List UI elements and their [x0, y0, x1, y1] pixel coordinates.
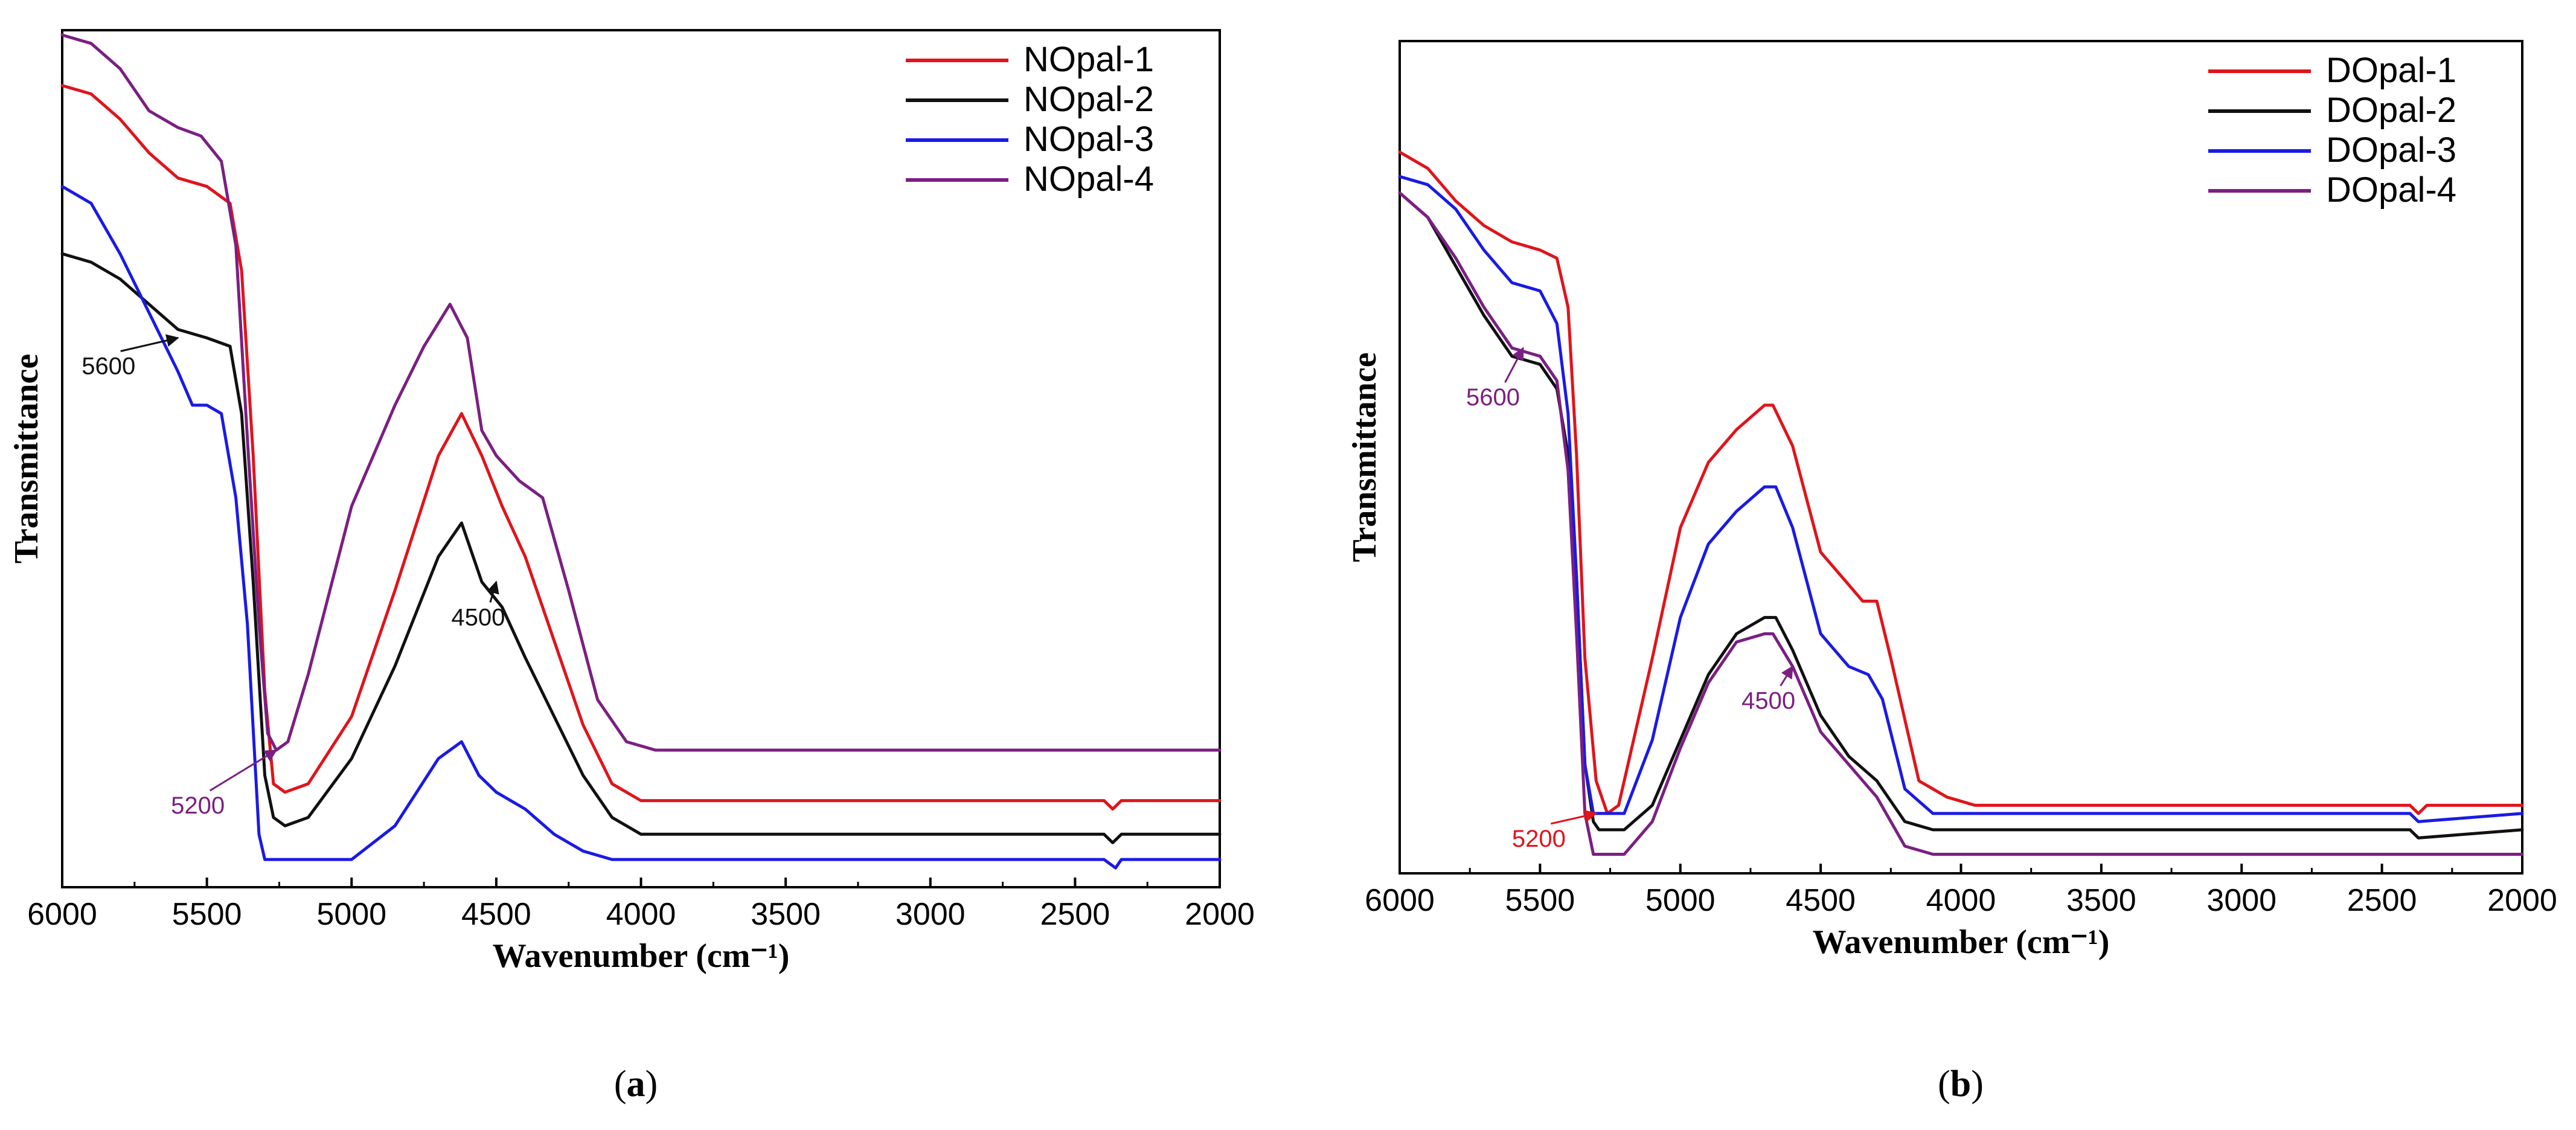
series-line-nopal-3	[60, 185, 1222, 870]
annotation-arrow	[120, 334, 179, 352]
series-line-nopal-2	[60, 252, 1222, 844]
x-tick-label: 2500	[2347, 883, 2417, 918]
annotation-label: 5600	[82, 353, 135, 379]
series-line-dopal-1	[1398, 150, 2524, 815]
x-axis-title: Wavenumber (cm⁻¹)	[1813, 923, 2110, 961]
x-tick-label: 4000	[1926, 883, 1996, 918]
annotation-arrow	[1550, 809, 1598, 825]
panel-caption: (b)	[1938, 1064, 1984, 1105]
x-tick-label: 5500	[172, 897, 242, 932]
series-line-nopal-1	[60, 84, 1222, 811]
legend-label: NOpal-2	[1024, 80, 1154, 119]
annotation-label: 4500	[1741, 688, 1795, 714]
x-tick-label: 6000	[1365, 883, 1435, 918]
annotation-label: 4500	[451, 604, 505, 631]
x-tick-label: 5000	[1645, 883, 1716, 918]
x-tick-label: 5500	[1505, 883, 1575, 918]
annotation-arrow	[1504, 347, 1524, 383]
x-tick-label: 3000	[896, 897, 966, 932]
x-tick-label: 2500	[1040, 897, 1110, 932]
legend-label: DOpal-3	[2326, 130, 2456, 170]
chart-panel-a: 6000 5500 5000 4500 4000 3500 3000 2500 2000 Wave…	[8, 29, 1255, 1105]
x-tick-label: 6000	[27, 897, 97, 932]
x-tick-label: 3000	[2206, 883, 2276, 918]
x-tick-label: 3500	[751, 897, 821, 932]
x-tick-label: 3500	[2066, 883, 2136, 918]
annotation-arrow	[1780, 665, 1793, 687]
panel-caption: (a)	[614, 1064, 658, 1105]
legend-label: DOpal-1	[2326, 51, 2456, 90]
series-line-dopal-4	[1398, 191, 2524, 856]
chart-panel-b: 6000 5500 5000 4500 4000 3500 3000 2500 2000 Wave…	[1346, 40, 2557, 1105]
annotation-label: 5200	[171, 792, 225, 819]
x-tick-label: 2000	[2487, 883, 2557, 918]
y-axis-title: Transmittance	[1346, 352, 1383, 562]
annotation-arrow	[487, 580, 499, 603]
x-tick-label: 4500	[461, 897, 531, 932]
x-axis-title: Wavenumber (cm⁻¹)	[493, 937, 790, 975]
legend-label: NOpal-4	[1024, 159, 1154, 199]
y-axis-title: Transmittance	[8, 354, 45, 563]
legend-label: NOpal-1	[1024, 40, 1154, 79]
x-tick-label: 2000	[1185, 897, 1255, 932]
legend-label: NOpal-3	[1024, 120, 1154, 159]
annotation-label: 5200	[1512, 826, 1566, 852]
annotation-label: 5600	[1466, 384, 1520, 411]
x-tick-label: 4000	[606, 897, 676, 932]
legend-label: DOpal-2	[2326, 91, 2456, 130]
annotation-arrow	[209, 749, 278, 792]
series-line-dopal-2	[1398, 191, 2524, 839]
x-tick-label: 4500	[1786, 883, 1856, 918]
series-line-dopal-3	[1398, 175, 2524, 823]
legend-label: DOpal-4	[2326, 170, 2456, 210]
series-line-nopal-4	[60, 33, 1222, 752]
x-tick-label: 5000	[316, 897, 386, 932]
